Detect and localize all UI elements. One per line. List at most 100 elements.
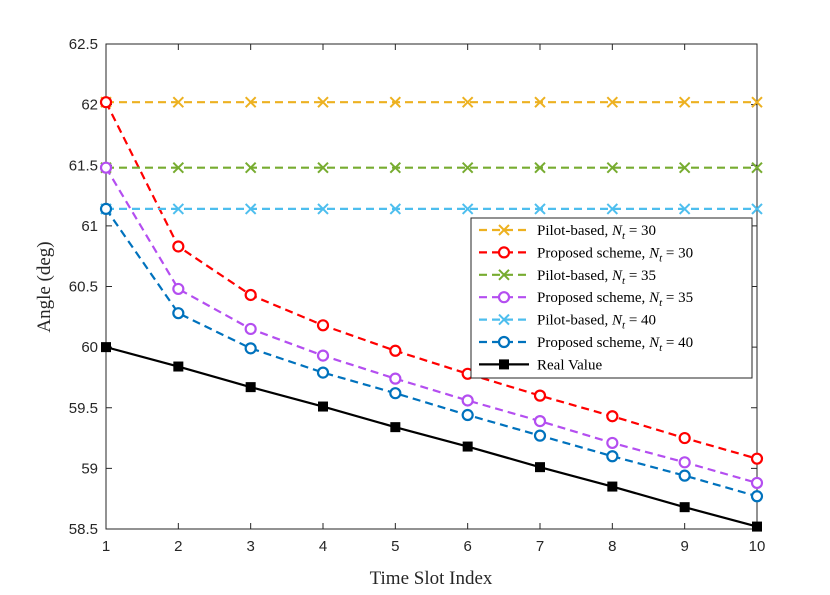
data-point — [678, 469, 691, 482]
data-point — [390, 422, 401, 433]
data-point — [244, 288, 257, 302]
series-7 — [101, 342, 762, 532]
marker-stroke — [498, 269, 510, 281]
data-point — [607, 481, 618, 492]
marker-stroke — [461, 96, 474, 108]
data-point — [389, 161, 402, 174]
marker-stroke — [751, 96, 763, 108]
marker-stroke — [172, 203, 185, 215]
legend-marker — [498, 224, 510, 236]
y-tick-label: 61.5 — [69, 157, 98, 174]
data-point — [172, 203, 185, 215]
legend-label: Pilot-based, Nt = 35 — [537, 268, 656, 287]
legend-entry: Real Value — [479, 357, 602, 373]
marker-stroke — [172, 96, 185, 108]
data-point — [606, 450, 619, 463]
data-point — [534, 96, 546, 108]
series-5 — [100, 203, 763, 215]
x-axis-label: Time Slot Index — [370, 568, 493, 589]
marker-stroke — [534, 161, 546, 174]
marker-stroke — [244, 96, 257, 108]
x-tick-label: 2 — [174, 538, 182, 555]
data-point — [245, 382, 256, 393]
y-tick-label: 62 — [81, 97, 98, 114]
legend-box — [470, 217, 753, 379]
marker-stroke — [389, 96, 402, 108]
data-point — [533, 389, 547, 402]
legend-marker — [497, 246, 511, 259]
data-point — [99, 202, 113, 215]
legend-label: Proposed scheme, Nt = 35 — [537, 290, 693, 309]
legend-label: Proposed scheme, Nt = 40 — [537, 335, 693, 354]
legend-marker — [497, 291, 511, 304]
y-tick-label: 59 — [81, 460, 98, 477]
data-point — [316, 366, 330, 379]
data-point — [172, 282, 185, 296]
data-point — [389, 387, 402, 400]
legend-entry: Pilot-based, Nt = 35 — [479, 268, 656, 287]
data-point — [534, 203, 546, 215]
marker-stroke — [678, 161, 691, 174]
x-tick-label: 10 — [749, 538, 766, 555]
x-tick-label: 8 — [608, 538, 616, 555]
data-point — [750, 476, 764, 490]
data-point — [461, 161, 474, 174]
data-point — [172, 161, 185, 174]
data-point — [389, 372, 402, 385]
data-point — [678, 203, 691, 215]
data-point — [751, 161, 763, 174]
data-point — [316, 319, 330, 332]
legend-marker — [498, 313, 510, 326]
data-point — [678, 456, 691, 469]
series-3 — [100, 161, 763, 174]
marker-stroke — [498, 224, 510, 236]
legend-label: Pilot-based, Nt = 30 — [537, 223, 656, 242]
marker-stroke — [461, 161, 474, 174]
data-point — [678, 161, 691, 174]
data-point — [606, 96, 619, 108]
marker-stroke — [751, 161, 763, 174]
marker-stroke — [389, 161, 402, 174]
legend-entry: Pilot-based, Nt = 40 — [479, 313, 656, 332]
marker-stroke — [606, 161, 619, 174]
x-tick-label: 5 — [391, 538, 399, 555]
data-point — [679, 502, 690, 513]
data-point — [389, 344, 402, 357]
marker-stroke — [172, 161, 185, 174]
data-point — [389, 96, 402, 108]
x-tick-label: 1 — [102, 538, 110, 555]
data-point — [752, 521, 762, 532]
data-point — [244, 203, 257, 215]
marker-stroke — [461, 203, 474, 215]
y-tick-label: 58.5 — [69, 521, 98, 538]
data-point — [750, 490, 764, 503]
marker-stroke — [751, 203, 763, 215]
x-tick-label: 3 — [246, 538, 254, 555]
marker-stroke — [317, 203, 329, 215]
data-point — [606, 203, 619, 215]
marker-stroke — [534, 203, 546, 215]
marker-stroke — [317, 96, 329, 108]
data-point — [750, 452, 764, 465]
legend: Pilot-based, Nt = 30 Proposed scheme, Nt … — [470, 217, 753, 379]
data-point — [389, 203, 402, 215]
series-line — [105, 208, 758, 498]
data-point — [244, 342, 257, 355]
data-point — [533, 414, 547, 428]
data-point — [462, 441, 473, 452]
x-tick-label: 6 — [463, 538, 471, 555]
data-point — [678, 96, 691, 108]
series-line — [105, 346, 758, 528]
data-point — [461, 408, 474, 422]
series-4 — [99, 161, 764, 490]
series-line — [105, 167, 758, 484]
legend-entry: Proposed scheme, Nt = 40 — [479, 335, 693, 354]
x-tick-label: 9 — [680, 538, 688, 555]
data-point — [317, 203, 329, 215]
marker-stroke — [244, 161, 257, 174]
data-point — [461, 96, 474, 108]
series-6 — [99, 202, 764, 503]
marker-stroke — [606, 203, 619, 215]
data-point — [317, 161, 329, 174]
marker-stroke — [534, 96, 546, 108]
